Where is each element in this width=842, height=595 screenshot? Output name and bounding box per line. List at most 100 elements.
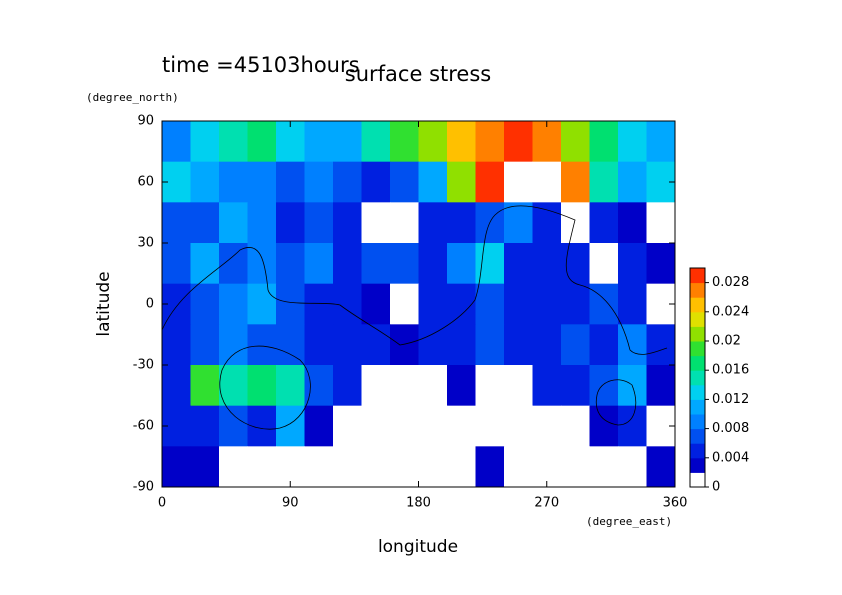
cell <box>561 446 590 488</box>
cell <box>361 405 391 447</box>
cell <box>589 202 619 244</box>
cell <box>162 446 191 488</box>
cell <box>589 365 619 407</box>
colorbar-swatch <box>690 297 705 313</box>
cell <box>532 243 562 285</box>
cell <box>247 324 277 366</box>
y-unit: (degree_north) <box>86 91 179 104</box>
cell <box>190 161 220 203</box>
cell <box>304 202 334 244</box>
cell <box>190 405 220 447</box>
coastlines <box>161 205 668 430</box>
x-axis-label: longitude <box>378 537 458 557</box>
cell <box>418 243 448 285</box>
coastline <box>161 205 668 355</box>
cell <box>532 324 562 366</box>
cell <box>219 365 248 407</box>
cell <box>504 121 533 163</box>
colorbar-tick-label: 0.028 <box>712 275 749 290</box>
cell <box>390 405 419 447</box>
cell <box>618 405 647 447</box>
colorbar-swatch <box>690 457 705 473</box>
cell <box>475 446 505 488</box>
colorbar-swatch <box>690 282 705 298</box>
cell <box>561 121 590 163</box>
cell <box>589 283 619 325</box>
cell <box>219 243 248 285</box>
colorbar-swatch <box>690 472 705 488</box>
cell <box>532 446 562 488</box>
cell <box>304 161 334 203</box>
cell <box>475 324 505 366</box>
cell <box>276 161 305 203</box>
cell <box>162 365 191 407</box>
cell <box>219 202 248 244</box>
cell <box>504 202 533 244</box>
cell <box>646 243 676 285</box>
cell <box>532 121 562 163</box>
cell <box>276 324 305 366</box>
cell <box>475 365 505 407</box>
colorbar-frame <box>689 267 706 488</box>
cell <box>532 405 562 447</box>
colorbar-swatch <box>690 443 705 459</box>
cell <box>219 121 248 163</box>
cell <box>561 283 590 325</box>
y-tick-label: 90 <box>137 114 154 129</box>
colorbar-swatch <box>690 311 705 327</box>
cell <box>618 283 647 325</box>
cell <box>447 324 476 366</box>
cell <box>618 161 647 203</box>
cell <box>247 446 277 488</box>
cell <box>304 243 334 285</box>
axes: 0 90 180 270 360 -90 -60 -30 0 30 60 90 <box>133 114 688 511</box>
cell <box>333 121 362 163</box>
cell <box>333 324 362 366</box>
cell <box>219 161 248 203</box>
cell <box>276 243 305 285</box>
y-tick-label: -60 <box>133 419 154 434</box>
colorbar-tick-label: 0.016 <box>712 363 749 378</box>
x-tick-label: 270 <box>534 496 559 511</box>
cell <box>190 202 220 244</box>
cell <box>418 324 448 366</box>
y-tick-label: 30 <box>137 236 154 251</box>
colorbar-swatch <box>690 384 705 400</box>
cell <box>162 121 191 163</box>
x-tick-label: 180 <box>406 496 431 511</box>
cell <box>589 161 619 203</box>
cell <box>447 161 476 203</box>
cell <box>504 446 533 488</box>
cell <box>418 161 448 203</box>
colorbar-tick-label: 0.008 <box>712 421 749 436</box>
cell <box>618 243 647 285</box>
cell <box>190 446 220 488</box>
cell <box>646 121 676 163</box>
cell <box>190 121 220 163</box>
cell <box>418 202 448 244</box>
cell <box>190 365 220 407</box>
cell <box>561 365 590 407</box>
colorbar-swatch <box>690 428 705 444</box>
cell <box>276 283 305 325</box>
cell <box>475 121 505 163</box>
cell <box>333 446 362 488</box>
cell <box>247 121 277 163</box>
cell <box>447 365 476 407</box>
cell <box>418 365 448 407</box>
cell <box>390 446 419 488</box>
colorbar-swatch <box>690 355 705 371</box>
cell <box>304 121 334 163</box>
y-tick-label: -30 <box>133 358 154 373</box>
cell <box>333 202 362 244</box>
cell <box>361 446 391 488</box>
cell <box>418 405 448 447</box>
colorbar-swatch <box>690 326 705 342</box>
cell <box>361 161 391 203</box>
cell <box>190 283 220 325</box>
cell <box>162 243 191 285</box>
cell <box>276 202 305 244</box>
cell <box>418 283 448 325</box>
cell <box>390 365 419 407</box>
